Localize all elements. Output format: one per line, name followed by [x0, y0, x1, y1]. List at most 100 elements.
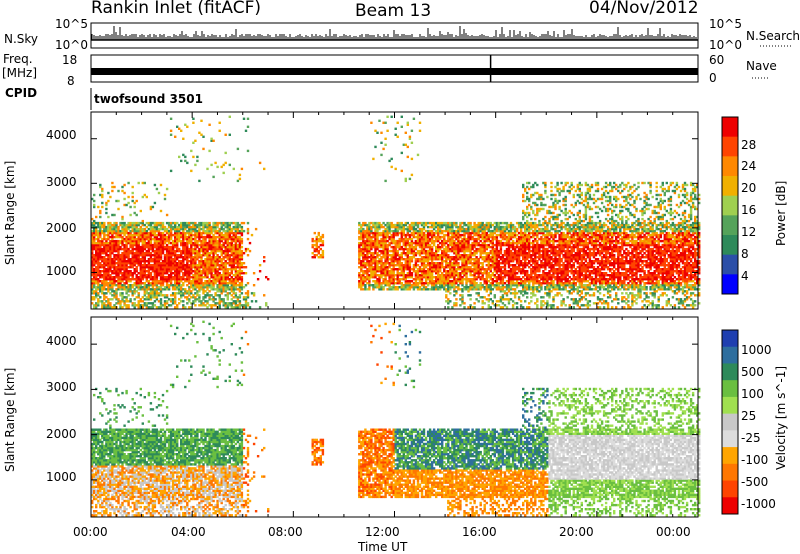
power-cell: [384, 270, 387, 273]
power-cell: [386, 247, 389, 251]
power-cell: [111, 284, 114, 287]
power-cell: [159, 276, 163, 279]
power-cell: [358, 252, 361, 255]
power-cell: [386, 284, 389, 287]
power-cell: [252, 294, 256, 297]
power-cell: [180, 294, 183, 297]
power-cell: [153, 201, 157, 205]
power-cell: [230, 270, 233, 273]
power-cell: [370, 121, 373, 124]
power-cell: [163, 288, 167, 291]
power-cell: [196, 276, 199, 279]
power-cell: [133, 239, 136, 243]
power-cell: [220, 264, 223, 267]
power-cell: [202, 284, 205, 287]
power-cell: [200, 233, 203, 237]
power-cell: [151, 270, 155, 273]
power-cell: [198, 239, 201, 243]
power-cell: [145, 296, 148, 299]
power-cell: [194, 249, 197, 253]
power-cell: [105, 237, 108, 241]
power-cell: [103, 304, 106, 307]
power-cell: [95, 247, 98, 251]
power-cell: [220, 298, 223, 301]
power-cell: [127, 260, 130, 263]
power-cell: [196, 239, 199, 243]
power-cell: [143, 294, 146, 297]
power-cell: [180, 264, 183, 267]
power-cell: [99, 256, 102, 259]
power-cell: [131, 266, 134, 269]
power-cell: [378, 254, 381, 257]
power-cell: [216, 247, 219, 251]
power-cell: [184, 231, 187, 235]
power-cell: [139, 268, 142, 271]
power-cell: [396, 280, 399, 283]
power-cell: [103, 264, 106, 267]
power-cell: [378, 249, 381, 253]
power-cell: [165, 239, 169, 243]
power-cell: [374, 274, 377, 277]
power-cell: [155, 260, 159, 263]
power-cell: [230, 304, 233, 307]
power-cell: [182, 274, 185, 277]
power-cell: [125, 274, 128, 277]
power-cell: [111, 189, 114, 193]
power-cell: [176, 233, 179, 237]
power-cell: [141, 181, 144, 185]
power-cell: [198, 227, 201, 231]
power-cell: [220, 278, 223, 281]
power-cell: [469, 221, 472, 225]
power-cell: [188, 266, 191, 269]
power-cell: [149, 221, 153, 225]
power-cell: [97, 288, 100, 291]
power-cell: [125, 296, 128, 299]
power-cell: [97, 302, 100, 305]
power-cell: [171, 247, 175, 251]
power-cell: [220, 235, 223, 239]
power-cell: [398, 243, 401, 247]
power-cell: [360, 235, 363, 239]
power-cell: [145, 276, 148, 279]
power-cell: [240, 280, 244, 283]
power-cell: [390, 233, 393, 237]
power-cell: [109, 298, 112, 301]
power-cell: [206, 254, 209, 257]
power-cell: [226, 254, 229, 257]
power-cell: [192, 237, 195, 241]
power-cell: [143, 304, 146, 307]
power-cell: [370, 284, 373, 287]
power-cell: [182, 306, 185, 309]
power-cell: [212, 270, 215, 273]
power-cell: [125, 252, 128, 255]
power-cell: [107, 306, 110, 309]
power-cell: [398, 247, 401, 251]
power-cell: [368, 249, 371, 253]
power-cell: [145, 231, 148, 235]
power-cell: [396, 227, 399, 231]
power-cell: [400, 270, 403, 273]
power-cell: [137, 294, 140, 297]
power-cell: [123, 221, 126, 225]
power-cell: [230, 237, 233, 241]
power-cell: [95, 221, 98, 225]
power-cell: [125, 304, 128, 307]
power-cell: [382, 266, 385, 269]
power-cell: [394, 225, 397, 229]
power-cell: [97, 304, 100, 307]
power-cell: [161, 221, 165, 225]
power-cell: [143, 256, 146, 259]
power-cell: [388, 241, 391, 245]
power-cell: [133, 225, 136, 229]
power-cell: [97, 241, 100, 245]
power-cell: [111, 282, 114, 285]
power-cell: [208, 149, 211, 153]
power-cell: [93, 268, 96, 271]
power-cell: [374, 258, 377, 261]
power-cell: [133, 282, 136, 285]
power-cell: [182, 278, 185, 281]
power-cell: [404, 177, 407, 181]
power-cell: [414, 221, 418, 225]
power-cell: [238, 300, 242, 303]
power-cell: [265, 302, 268, 305]
